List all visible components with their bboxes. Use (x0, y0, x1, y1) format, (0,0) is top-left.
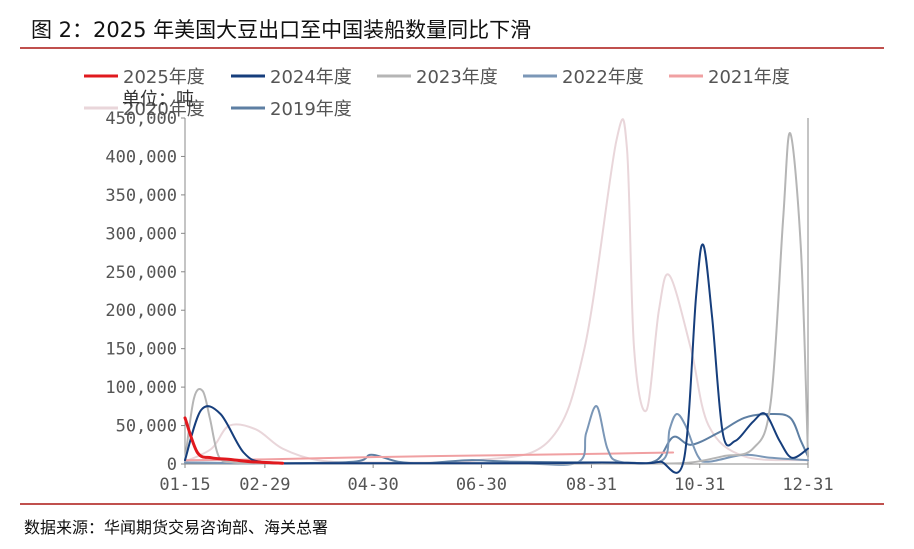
legend-label: 2021年度 (708, 67, 790, 88)
series-line (184, 243, 809, 474)
x-tick-label: 10-31 (674, 475, 725, 495)
x-tick-label: 06-30 (456, 475, 507, 495)
unit-label: 单位：吨 (122, 89, 194, 110)
legend-label: 2025年度 (123, 67, 205, 88)
x-tick-label: 01-15 (159, 475, 210, 495)
legend-label: 2022年度 (562, 67, 644, 88)
plot-area (183, 118, 809, 474)
legend-label: 2019年度 (270, 99, 352, 120)
y-tick-label: 400,000 (105, 147, 177, 167)
legend-label: 2020年度 (123, 99, 205, 120)
y-tick-label: 250,000 (105, 263, 177, 283)
legend: 2025年度 2024年度 2023年度 2022年度 2021年度 2020年度 2019… (84, 67, 790, 120)
legend-label: 2024年度 (270, 67, 352, 88)
y-tick-label: 0 (167, 455, 177, 475)
series-line (184, 132, 809, 465)
y-tick-label: 450,000 (105, 109, 177, 129)
y-tick-label: 100,000 (105, 378, 177, 398)
y-tick-label: 150,000 (105, 340, 177, 360)
y-tick-label: 50,000 (116, 417, 177, 437)
series-line (184, 118, 809, 464)
x-tick-label: 02-29 (239, 475, 290, 495)
series-line (184, 451, 675, 462)
title-rule (20, 47, 884, 49)
x-tick-label: 12-31 (782, 475, 833, 495)
y-tick-label: 350,000 (105, 186, 177, 206)
legend-label: 2023年度 (416, 67, 498, 88)
x-tick-label: 08-31 (566, 475, 617, 495)
y-tick-label: 300,000 (105, 224, 177, 244)
source-note: 数据来源：华闻期货交易咨询部、海关总署 (24, 518, 329, 537)
figure-title: 图 2：2025 年美国大豆出口至中国装船数量同比下滑 (31, 18, 532, 42)
source-rule (20, 503, 884, 505)
y-tick-label: 200,000 (105, 301, 177, 321)
series-line (183, 416, 285, 465)
x-tick-label: 04-30 (348, 475, 399, 495)
